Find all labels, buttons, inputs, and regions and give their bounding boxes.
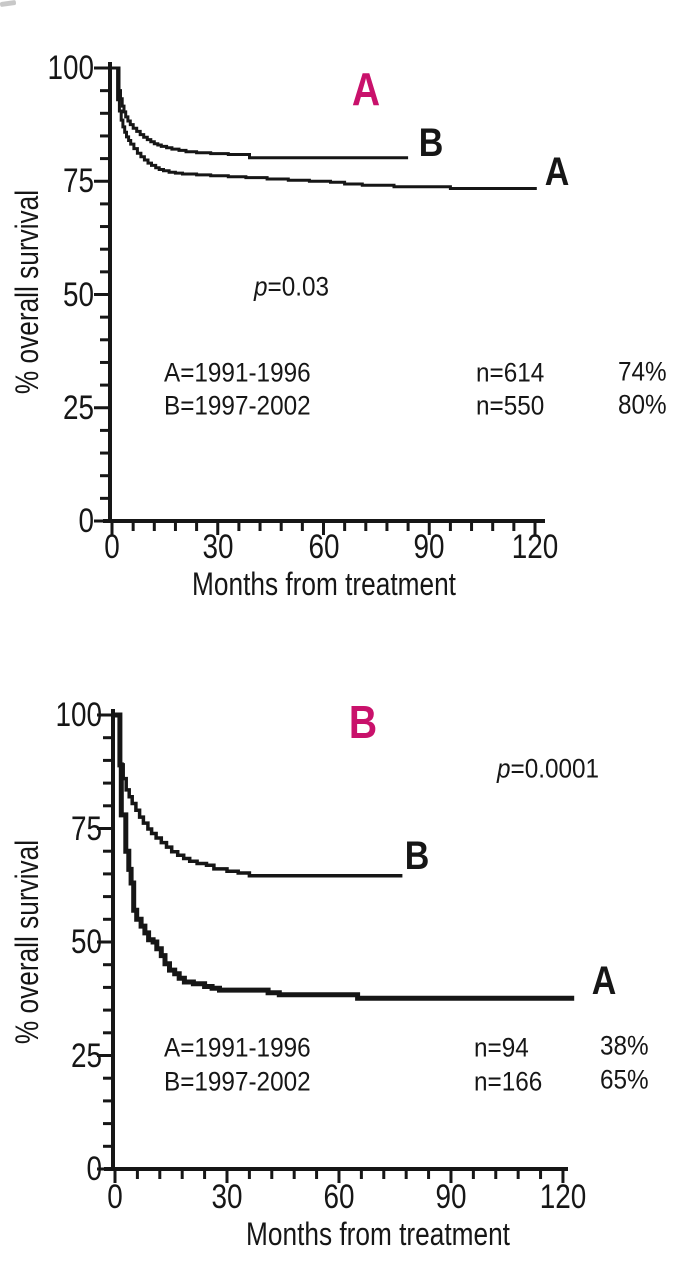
p-value-text: =0.03 (267, 271, 330, 302)
y-tick-label: 100 (47, 49, 94, 87)
panel-b-legend-group-a: A=1991-1996 (164, 1032, 311, 1063)
y-tick-label: 0 (86, 1150, 102, 1188)
panel-b-legend-group-b: B=1997-2002 (164, 1066, 311, 1097)
panel-a-legend-pct-b: 80% (618, 389, 667, 420)
panel-b-legend-n-b: n=166 (474, 1066, 543, 1097)
x-tick-label: 120 (539, 1178, 587, 1216)
panel-a-letter: A (351, 63, 381, 115)
p-symbol: p (497, 753, 511, 784)
x-tick-label: 90 (413, 528, 445, 566)
y-tick-label: 75 (70, 809, 102, 848)
x-tick-label: 0 (107, 1178, 123, 1216)
panel-a-legend-group-b: B=1997-2002 (164, 390, 311, 421)
y-tick-label: 100 (55, 696, 102, 734)
panel-b-curve-label-b: B (404, 834, 430, 878)
panel-b-curve-label-a: A (591, 959, 617, 1003)
panel-a-x-axis-title: Months from treatment (192, 566, 456, 602)
y-tick-label: 0 (78, 502, 94, 540)
panel-a-legend-group-a: A=1991-1996 (164, 357, 311, 388)
panel-a-curve-label-a: A (544, 150, 570, 194)
panel-a-curve-label-b: B (418, 121, 444, 165)
p-value-text: =0.0001 (510, 753, 600, 784)
y-tick-label: 75 (62, 162, 94, 201)
panel-a-p-value: p=0.03 (254, 271, 330, 302)
panel-b-p-value: p=0.0001 (497, 753, 600, 784)
panel-b-legend-pct-a: 38% (600, 1030, 649, 1061)
panel-b-x-axis-title: Months from treatment (246, 1216, 510, 1252)
panel-b-legend-pct-b: 65% (600, 1064, 649, 1095)
y-tick-label: 50 (62, 275, 94, 314)
y-tick-label: 50 (70, 923, 102, 961)
survival-curve-a (115, 712, 575, 1001)
panel-a-legend-pct-a: 74% (618, 356, 667, 387)
y-tick-label: 25 (70, 1036, 102, 1075)
x-tick-label: 60 (307, 528, 340, 566)
survival-curve-a (112, 66, 537, 190)
panel-b-letter: B (348, 696, 378, 748)
panel-a-legend-n-b: n=550 (476, 390, 545, 421)
x-tick-label: 0 (104, 528, 120, 566)
panel-b-legend-n-a: n=94 (474, 1032, 529, 1063)
x-tick-label: 120 (511, 528, 559, 566)
x-tick-label: 30 (202, 528, 234, 566)
panel-a-legend-n-a: n=614 (476, 357, 545, 388)
x-tick-label: 30 (211, 1178, 243, 1216)
survival-curve-b (115, 713, 403, 878)
y-tick-label: 25 (62, 388, 94, 427)
p-symbol: p (254, 271, 268, 302)
survival-curve-b (112, 66, 409, 160)
x-tick-label: 60 (323, 1178, 355, 1216)
x-tick-label: 90 (435, 1178, 467, 1216)
